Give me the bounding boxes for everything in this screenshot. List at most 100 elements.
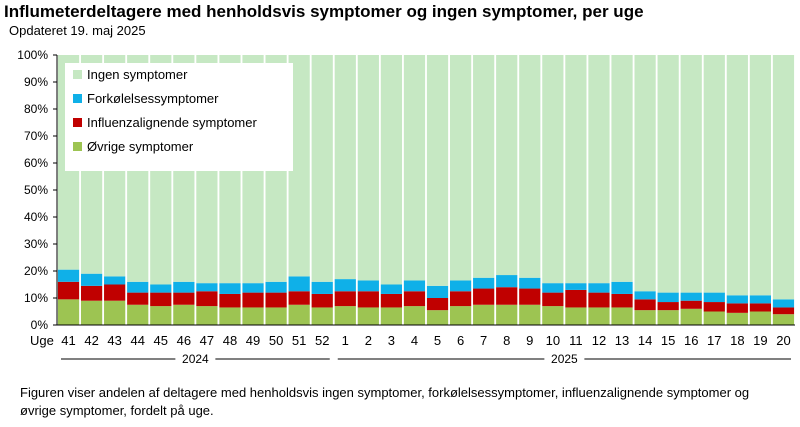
bar-segment-0 bbox=[611, 307, 633, 325]
chart-subtitle: Opdateret 19. maj 2025 bbox=[9, 23, 146, 38]
bar-segment-2 bbox=[265, 281, 287, 293]
bar-segment-1 bbox=[426, 298, 449, 311]
bar-segment-2 bbox=[173, 281, 195, 293]
x-tick-label: 44 bbox=[130, 333, 144, 348]
bar-segment-0 bbox=[334, 306, 356, 325]
bar-segment-3 bbox=[357, 55, 379, 281]
bar-segment-0 bbox=[311, 307, 333, 325]
bar-segment-0 bbox=[219, 307, 241, 325]
bar-segment-1 bbox=[127, 292, 149, 305]
bar-segment-2 bbox=[242, 283, 264, 293]
y-tick-label: 70% bbox=[24, 129, 48, 143]
bar-segment-3 bbox=[565, 55, 587, 284]
bar-segment-0 bbox=[588, 307, 610, 325]
y-tick-label: 10% bbox=[24, 291, 48, 305]
bar-segment-0 bbox=[749, 311, 772, 325]
bar-segment-1 bbox=[265, 292, 287, 308]
x-tick-label: 10 bbox=[546, 333, 560, 348]
bar-segment-2 bbox=[565, 283, 587, 290]
x-tick-label: 15 bbox=[661, 333, 675, 348]
bar-segment-1 bbox=[80, 285, 103, 301]
x-tick-label: 5 bbox=[434, 333, 441, 348]
bar-segment-2 bbox=[473, 277, 495, 289]
bar-segment-0 bbox=[426, 310, 449, 325]
bar-segment-2 bbox=[703, 292, 725, 303]
x-tick-label: 9 bbox=[526, 333, 533, 348]
bar-segment-1 bbox=[542, 292, 564, 307]
stacked-bar-chart: 0%10%20%30%40%50%60%70%80%90%100%Uge 41 42… bbox=[17, 48, 795, 366]
bar-segment-0 bbox=[657, 310, 679, 325]
x-tick-label: 11 bbox=[569, 333, 583, 348]
legend-label: Øvrige symptomer bbox=[87, 139, 194, 154]
y-tick-label: 90% bbox=[24, 75, 48, 89]
bar-segment-2 bbox=[496, 275, 518, 288]
bar-segment-2 bbox=[657, 292, 679, 303]
legend-swatch bbox=[73, 118, 82, 127]
bar-segment-1 bbox=[104, 284, 126, 301]
legend-box bbox=[65, 63, 293, 171]
x-tick-label: 16 bbox=[684, 333, 698, 348]
bar-segment-1 bbox=[311, 293, 333, 308]
bar-segment-3 bbox=[542, 55, 564, 284]
x-tick-label: 41 bbox=[61, 333, 75, 348]
bar-segment-2 bbox=[542, 283, 564, 293]
bar-segment-1 bbox=[496, 287, 518, 305]
bar-segment-1 bbox=[726, 303, 748, 313]
y-tick-label: 30% bbox=[24, 237, 48, 251]
bar-segment-0 bbox=[380, 307, 403, 325]
bar-segment-3 bbox=[519, 55, 541, 278]
bar-segment-2 bbox=[57, 269, 80, 282]
bar-segment-3 bbox=[749, 55, 772, 296]
bar-segment-0 bbox=[772, 314, 795, 325]
bar-segment-3 bbox=[403, 55, 426, 281]
bar-segment-1 bbox=[288, 291, 310, 305]
bar-segment-0 bbox=[57, 299, 80, 325]
y-tick-label: 0% bbox=[31, 318, 49, 332]
bar-segment-0 bbox=[634, 310, 656, 325]
legend-label: Ingen symptomer bbox=[87, 67, 188, 82]
x-tick-label: 45 bbox=[154, 333, 168, 348]
bar-segment-1 bbox=[242, 292, 264, 308]
bar-segment-3 bbox=[288, 55, 310, 277]
x-tick-label: 50 bbox=[269, 333, 283, 348]
bar-segment-2 bbox=[334, 279, 356, 292]
year-group-label: 2024 bbox=[182, 352, 209, 366]
x-tick-label: 6 bbox=[457, 333, 464, 348]
y-tick-label: 50% bbox=[24, 183, 48, 197]
bar-segment-3 bbox=[449, 55, 472, 281]
bar-segment-1 bbox=[657, 302, 679, 311]
x-tick-label: 46 bbox=[177, 333, 191, 348]
bar-segment-0 bbox=[519, 304, 541, 325]
year-group-label: 2025 bbox=[551, 352, 578, 366]
bar-segment-3 bbox=[726, 55, 748, 296]
bar-segment-0 bbox=[565, 307, 587, 325]
x-tick-label: 51 bbox=[292, 333, 306, 348]
bar-segment-2 bbox=[426, 285, 449, 298]
bar-segment-2 bbox=[196, 283, 218, 292]
bar-segment-0 bbox=[196, 306, 218, 325]
bar-segment-2 bbox=[80, 273, 103, 286]
bar-segment-1 bbox=[449, 291, 472, 307]
x-tick-label: 14 bbox=[638, 333, 652, 348]
bar-segment-2 bbox=[104, 276, 126, 285]
bar-segment-2 bbox=[449, 280, 472, 292]
x-tick-label: 4 bbox=[411, 333, 418, 348]
bar-segment-1 bbox=[150, 292, 172, 307]
bar-segment-2 bbox=[634, 291, 656, 300]
x-tick-label: 7 bbox=[480, 333, 487, 348]
bar-segment-2 bbox=[749, 295, 772, 304]
bar-segment-1 bbox=[588, 292, 610, 308]
x-tick-label: 17 bbox=[707, 333, 721, 348]
bar-segment-0 bbox=[288, 304, 310, 325]
bar-segment-3 bbox=[311, 55, 333, 282]
bar-segment-2 bbox=[403, 280, 426, 292]
bar-segment-1 bbox=[196, 291, 218, 307]
bar-segment-2 bbox=[519, 277, 541, 289]
bar-segment-2 bbox=[219, 283, 241, 294]
x-tick-label: 49 bbox=[246, 333, 260, 348]
bar-segment-2 bbox=[726, 295, 748, 304]
bar-segment-1 bbox=[219, 293, 241, 308]
legend-label: Forkølelsessymptomer bbox=[87, 91, 219, 106]
x-tick-label: 8 bbox=[503, 333, 510, 348]
x-tick-label: 47 bbox=[200, 333, 214, 348]
